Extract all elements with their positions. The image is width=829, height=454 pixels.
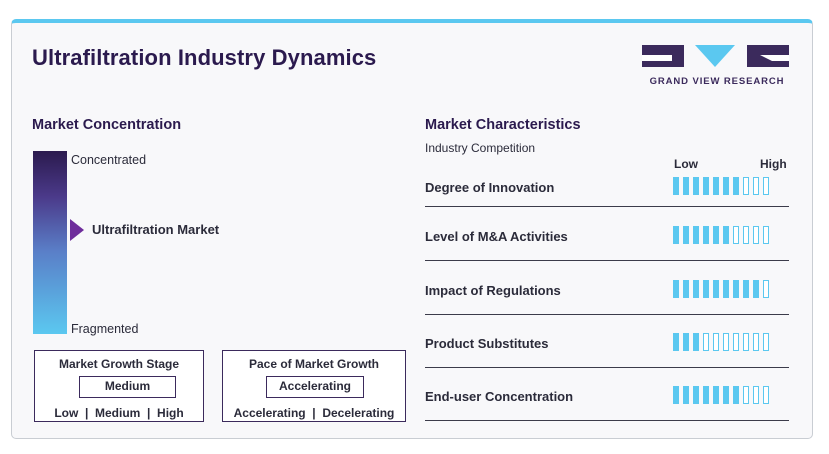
level-segment-empty bbox=[753, 177, 759, 195]
scale-low-label: Low bbox=[674, 157, 698, 171]
characteristic-label: Impact of Regulations bbox=[425, 283, 561, 298]
level-segment-filled bbox=[703, 226, 709, 244]
logo-text: GRAND VIEW RESEARCH bbox=[649, 76, 785, 87]
row-divider bbox=[425, 260, 789, 261]
grand-view-research-logo bbox=[642, 45, 789, 67]
market-marker-label: Ultrafiltration Market bbox=[92, 222, 220, 237]
scale-high-label: High bbox=[760, 157, 787, 171]
level-segment-empty bbox=[753, 386, 759, 404]
market-characteristics-heading: Market Characteristics bbox=[425, 117, 581, 133]
level-segment-filled bbox=[683, 280, 689, 298]
characteristic-row: Degree of Innovation bbox=[425, 171, 789, 223]
level-segment-filled bbox=[713, 177, 719, 195]
level-segment-filled bbox=[683, 333, 689, 351]
level-meter bbox=[673, 386, 769, 404]
level-segment-filled bbox=[673, 333, 679, 351]
fragmented-label: Fragmented bbox=[71, 322, 139, 336]
level-segment-filled bbox=[693, 333, 699, 351]
level-meter bbox=[673, 177, 769, 195]
level-segment-filled bbox=[703, 177, 709, 195]
growth-pace-value: Accelerating bbox=[266, 376, 364, 398]
level-segment-empty bbox=[753, 333, 759, 351]
level-segment-empty bbox=[753, 226, 759, 244]
level-meter bbox=[673, 226, 769, 244]
level-segment-filled bbox=[703, 386, 709, 404]
level-segment-filled bbox=[703, 280, 709, 298]
level-segment-filled bbox=[683, 226, 689, 244]
level-segment-filled bbox=[723, 177, 729, 195]
growth-pace-title: Pace of Market Growth bbox=[248, 357, 380, 371]
growth-stage-value: Medium bbox=[79, 376, 176, 398]
level-segment-filled bbox=[693, 280, 699, 298]
level-segment-filled bbox=[713, 386, 719, 404]
dynamics-card: Ultrafiltration Industry Dynamics GRAND … bbox=[11, 19, 813, 439]
concentration-gradient-bar bbox=[33, 151, 67, 334]
characteristic-label: Degree of Innovation bbox=[425, 180, 555, 195]
industry-competition-subheading: Industry Competition bbox=[425, 141, 536, 155]
row-divider bbox=[425, 420, 789, 421]
level-segment-empty bbox=[723, 333, 729, 351]
level-meter bbox=[673, 280, 769, 298]
level-segment-filled bbox=[673, 280, 679, 298]
concentrated-label: Concentrated bbox=[71, 153, 147, 167]
level-segment-filled bbox=[673, 386, 679, 404]
level-segment-empty bbox=[763, 386, 769, 404]
level-segment-filled bbox=[683, 177, 689, 195]
level-segment-filled bbox=[723, 386, 729, 404]
growth-stage-scale: Low | Medium | High bbox=[54, 406, 184, 420]
level-segment-empty bbox=[733, 226, 739, 244]
level-segment-empty bbox=[763, 280, 769, 298]
market-marker-icon bbox=[70, 219, 84, 241]
level-segment-filled bbox=[733, 280, 739, 298]
level-segment-empty bbox=[743, 333, 749, 351]
level-segment-filled bbox=[693, 177, 699, 195]
level-segment-filled bbox=[673, 226, 679, 244]
level-segment-empty bbox=[743, 226, 749, 244]
row-divider bbox=[425, 367, 789, 368]
level-segment-empty bbox=[733, 333, 739, 351]
level-segment-empty bbox=[703, 333, 709, 351]
level-segment-filled bbox=[733, 386, 739, 404]
level-segment-filled bbox=[693, 386, 699, 404]
level-meter bbox=[673, 333, 769, 351]
level-segment-filled bbox=[733, 177, 739, 195]
level-segment-filled bbox=[673, 177, 679, 195]
row-divider bbox=[425, 206, 789, 207]
level-segment-empty bbox=[743, 177, 749, 195]
level-segment-filled bbox=[683, 386, 689, 404]
level-segment-filled bbox=[723, 226, 729, 244]
market-concentration-heading: Market Concentration bbox=[32, 117, 182, 133]
level-segment-filled bbox=[713, 280, 719, 298]
level-segment-empty bbox=[713, 333, 719, 351]
characteristic-row: Impact of Regulations bbox=[425, 274, 789, 326]
level-segment-empty bbox=[763, 177, 769, 195]
growth-pace-box: Pace of Market Growth Accelerating Accel… bbox=[222, 350, 406, 422]
level-segment-empty bbox=[743, 386, 749, 404]
page-title: Ultrafiltration Industry Dynamics bbox=[32, 45, 377, 70]
level-segment-filled bbox=[713, 226, 719, 244]
growth-stage-title: Market Growth Stage bbox=[58, 357, 180, 371]
characteristic-label: End-user Concentration bbox=[425, 389, 574, 404]
characteristic-label: Level of M&A Activities bbox=[425, 229, 568, 244]
level-segment-empty bbox=[763, 333, 769, 351]
level-segment-empty bbox=[763, 226, 769, 244]
characteristic-row: Product Substitutes bbox=[425, 327, 789, 379]
characteristic-label: Product Substitutes bbox=[425, 336, 549, 351]
growth-stage-box: Market Growth Stage Medium Low | Medium … bbox=[34, 350, 204, 422]
characteristic-row: End-user Concentration bbox=[425, 380, 789, 432]
level-segment-filled bbox=[753, 280, 759, 298]
level-segment-filled bbox=[693, 226, 699, 244]
level-segment-filled bbox=[743, 280, 749, 298]
characteristic-row: Level of M&A Activities bbox=[425, 220, 789, 272]
growth-pace-scale: Accelerating | Decelerating bbox=[233, 406, 395, 420]
level-segment-filled bbox=[723, 280, 729, 298]
row-divider bbox=[425, 314, 789, 315]
